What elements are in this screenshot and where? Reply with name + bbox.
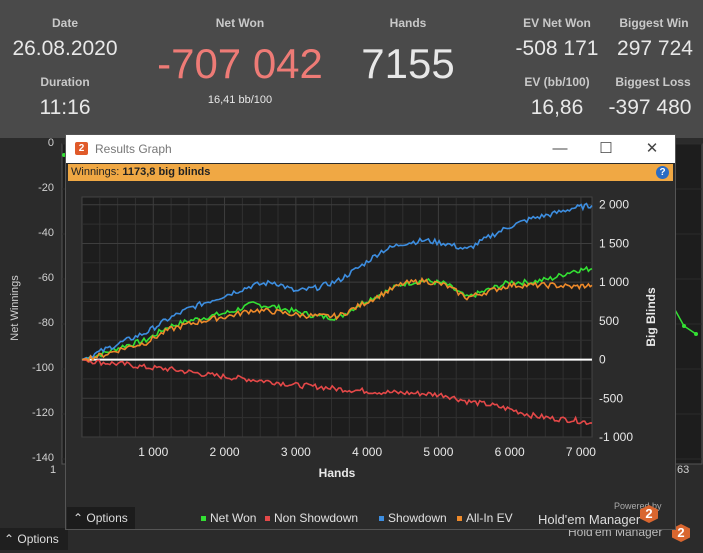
hm-logo-icon: 2: [672, 524, 690, 542]
y-tick-label: 500: [599, 314, 619, 328]
y-tick-label: -1 000: [599, 430, 633, 444]
x-tick-label: 2 000: [210, 445, 240, 459]
date-label: Date: [51, 16, 78, 30]
results-chart: 1 000 2 000 3 000 4 000 5 000 6 000 7 000 2 00…: [81, 196, 658, 480]
minimize-icon: —: [552, 140, 568, 157]
bg-data-point: [682, 324, 686, 328]
y-axis-label: Big Blinds: [644, 287, 658, 347]
legend-label: Non Showdown: [274, 511, 359, 525]
legend-swatch: [201, 516, 206, 522]
y-tick-label: 0: [599, 353, 606, 367]
chevron-up-icon: ⌃: [4, 532, 15, 546]
biggest-loss-value: -397 480: [608, 96, 692, 119]
bg-y-tick: 0: [47, 137, 54, 149]
x-tick-label: 1 000: [138, 445, 168, 459]
winnings-value: 1173,8 big blinds: [122, 166, 211, 178]
x-tick-label: 5 000: [423, 445, 453, 459]
bg-y-tick: -20: [38, 182, 54, 194]
chevron-up-icon: ⌃: [73, 511, 84, 525]
ev-bb100-label: EV (bb/100): [524, 75, 590, 89]
bg-y-tick: -100: [31, 362, 54, 374]
options-button[interactable]: ⌃ Options: [67, 507, 135, 529]
hm-logo-icon: 2: [640, 505, 658, 523]
net-won-label: Net Won: [215, 16, 265, 30]
maximize-icon: ☐: [599, 140, 613, 157]
y-tick-label: 2 000: [599, 198, 629, 212]
bg-y-tick: -60: [38, 272, 54, 284]
bg-y-tick: -140: [31, 452, 54, 464]
date-value: 26.08.2020: [12, 37, 118, 60]
bg-x-tick: 1: [50, 464, 57, 476]
app-logo-icon: 2: [75, 142, 88, 155]
legend-swatch: [379, 516, 384, 522]
bg-data-point: [694, 332, 698, 336]
close-icon: ✕: [645, 140, 659, 157]
bg-y-axis-label: Net Winnings: [9, 275, 21, 341]
winnings-banner: Winnings: 1173,8 big blinds ?: [68, 164, 673, 181]
y-tick-label: 1 500: [599, 236, 629, 250]
brand-text: Hold'em Manager: [538, 512, 641, 527]
bg-y-tick: -40: [38, 227, 54, 239]
legend-label: Showdown: [388, 511, 447, 525]
series-line-all-in-ev: [81, 276, 593, 363]
x-tick-label: 4 000: [352, 445, 382, 459]
y-tick-label: 1 000: [599, 275, 629, 289]
bb100-value: 16,41 bb/100: [207, 94, 273, 106]
help-icon[interactable]: ?: [656, 166, 669, 179]
powered-by-text: Powered by: [614, 501, 662, 511]
ev-net-won-value: -508 171: [515, 37, 599, 60]
bg-x-tick: 63: [677, 464, 690, 476]
stats-panel: Date 26.08.2020 Duration 11:16 Net Won -…: [0, 0, 703, 138]
x-tick-label: 7 000: [566, 445, 596, 459]
biggest-win-label: Biggest Win: [619, 16, 689, 30]
legend-swatch: [265, 516, 270, 522]
duration-value: 11:16: [39, 96, 91, 119]
biggest-loss-label: Biggest Loss: [615, 75, 691, 89]
bg-options-label: Options: [17, 532, 59, 546]
x-tick-label: 3 000: [281, 445, 311, 459]
biggest-win-value: 297 724: [617, 37, 693, 60]
y-tick-label: -500: [599, 391, 623, 405]
close-button[interactable]: ✕: [629, 135, 675, 163]
legend-item-net-won[interactable]: Net Won: [201, 511, 256, 525]
legend-item-all-in-ev[interactable]: All-In EV: [457, 511, 513, 525]
dialog-titlebar[interactable]: 2 Results Graph — ☐ ✕: [66, 135, 675, 163]
series-line-showdown: [81, 202, 593, 361]
duration-label: Duration: [40, 75, 90, 89]
bg-options-button[interactable]: ⌃ Options: [0, 528, 68, 550]
x-tick-label: 6 000: [495, 445, 525, 459]
hands-value: 7155: [361, 40, 455, 87]
winnings-label: Winnings:: [71, 166, 120, 178]
legend-label: Net Won: [210, 511, 257, 525]
legend-item-showdown[interactable]: Showdown: [379, 511, 447, 525]
ev-bb100-value: 16,86: [530, 96, 584, 119]
hands-label: Hands: [389, 16, 427, 30]
legend-swatch: [457, 516, 462, 522]
series-line-non-showdown: [81, 358, 593, 426]
legend-label: All-In EV: [466, 511, 513, 525]
bg-y-tick: -120: [31, 407, 54, 419]
legend-item-non-showdown[interactable]: Non Showdown: [265, 511, 358, 525]
x-axis-label: Hands: [319, 466, 356, 480]
dialog-title: Results Graph: [95, 142, 172, 156]
results-graph-dialog: 2 Results Graph — ☐ ✕ Winnings: 1173,8 b…: [65, 134, 676, 530]
net-won-value: -707 042: [157, 40, 323, 87]
options-label: Options: [86, 511, 128, 525]
bg-y-tick: -80: [38, 317, 54, 329]
maximize-button[interactable]: ☐: [583, 135, 629, 163]
ev-net-won-label: EV Net Won: [523, 16, 591, 30]
minimize-button[interactable]: —: [537, 135, 583, 163]
